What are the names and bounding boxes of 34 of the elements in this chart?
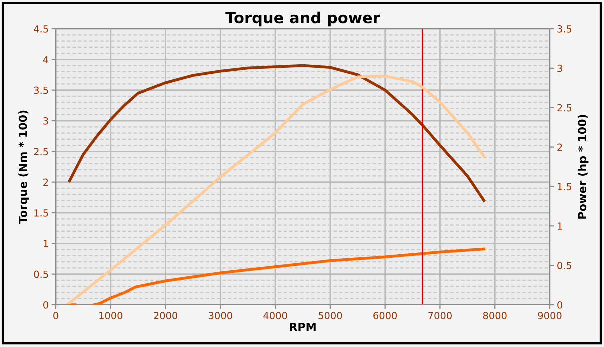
x-tick-label: 0 [54,312,58,320]
x-tick-label: 9000 [538,312,562,320]
x-tick-label: 6000 [374,312,398,320]
y2-tick-label: 0.5 [558,262,572,270]
y2-tick-label: 3 [558,64,562,72]
y-tick-label: 0 [44,301,48,309]
y-tick-label: 0.5 [34,270,48,278]
line-series [68,64,486,202]
y2-tick-label: 0 [558,301,562,309]
x-tick-label: 2000 [154,312,178,320]
y-axis-title: Torque (Nm * 100) [18,110,30,224]
y-tick-label: 1 [44,240,48,248]
x-tick-label: 8000 [483,312,507,320]
y-tick-label: 4.5 [34,26,48,33]
y2-axis-title: Power (hp * 100) [578,115,589,219]
y-tick-label: 1.5 [34,210,48,217]
y2-tick-label: 2 [558,144,562,151]
x-tick-label: 7000 [428,312,452,320]
x-tick-label: 4000 [264,312,288,320]
y-tick-label: 3.5 [34,86,48,94]
x-axis-title: RPM [290,323,316,332]
y2-tick-label: 1.5 [558,183,572,191]
y-tick-label: 3 [44,117,48,125]
line-series [66,74,486,305]
x-tick-label: 5000 [318,312,342,320]
chart-title: Torque and power [226,12,380,27]
x-tick-label: 1000 [100,312,123,320]
y-tick-label: 2.5 [34,148,48,156]
y-tick-label: 4 [43,56,49,64]
y2-tick-label: 2.5 [558,104,572,112]
y2-tick-label: 3.5 [558,25,572,33]
x-tick-label: 3000 [209,312,232,320]
y-tick-label: 2 [44,178,48,186]
y2-tick-label: 1 [558,222,562,230]
